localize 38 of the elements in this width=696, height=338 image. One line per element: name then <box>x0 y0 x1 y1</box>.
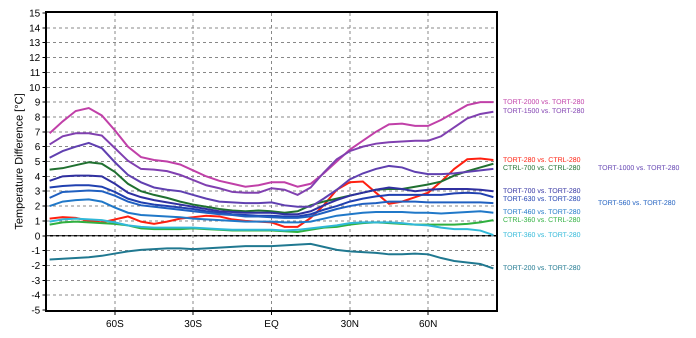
y-tick-label: -4 <box>31 290 41 302</box>
y-tick-label: 6 <box>34 142 41 154</box>
line-series <box>48 142 494 208</box>
line-series <box>48 198 494 224</box>
y-tick-label: 3 <box>34 186 41 198</box>
y-tick-label: 11 <box>30 68 41 79</box>
x-tick-label: 60S <box>106 318 124 330</box>
line-series <box>48 158 494 228</box>
y-tick-label: -5 <box>31 306 41 316</box>
y-tick-label: -2 <box>31 260 41 272</box>
x-tick-label: EQ <box>264 318 279 330</box>
y-tick-label: 5 <box>34 157 41 168</box>
line-series <box>48 184 494 218</box>
y-tick-label: 1 <box>34 216 41 228</box>
y-tick-label: 14 <box>29 23 41 34</box>
y-tick-label: 13 <box>29 38 41 50</box>
y-tick-label: 4 <box>34 172 41 183</box>
x-tick-label: 30S <box>184 318 202 330</box>
line-series <box>48 219 494 234</box>
line-series <box>48 242 494 270</box>
y-tick-label: 0 <box>34 231 41 242</box>
y-tick-label: 10 <box>29 82 41 94</box>
y-tick-label: -3 <box>31 276 41 287</box>
line-series <box>48 101 494 188</box>
y-tick-label: 9 <box>34 98 41 109</box>
x-tick-label: 60N <box>418 318 438 330</box>
y-tick-label: 15 <box>29 8 41 20</box>
line-series <box>48 174 494 216</box>
y-tick-label: 2 <box>34 202 41 213</box>
x-tick-label: 30N <box>340 318 359 330</box>
line-series <box>48 189 494 219</box>
y-tick-label: 8 <box>34 112 41 124</box>
line-series <box>48 161 494 214</box>
y-tick-label: -1 <box>31 246 41 258</box>
line-series <box>48 110 494 196</box>
y-tick-label: 7 <box>34 127 41 138</box>
y-tick-label: 12 <box>29 53 41 64</box>
y-axis-title: Temperature Difference [°C] <box>13 93 26 230</box>
